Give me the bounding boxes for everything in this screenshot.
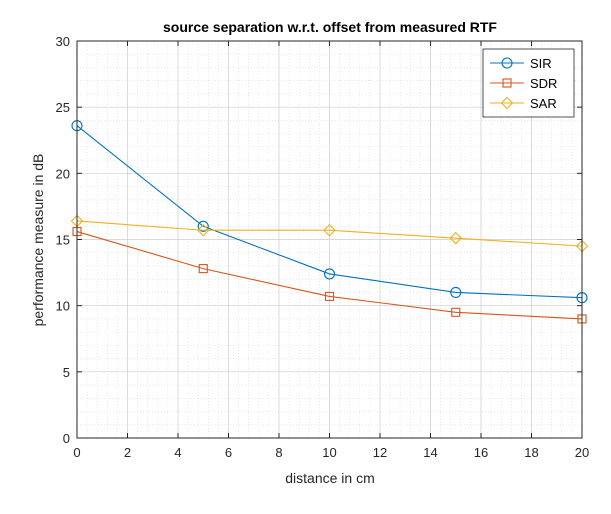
legend-marker-sir <box>501 57 513 69</box>
y-tick-label: 0 <box>63 431 70 446</box>
data-point-sar <box>449 231 463 245</box>
legend: SIR SDR SAR <box>482 48 575 118</box>
x-tick-label: 2 <box>124 445 131 460</box>
y-tick-label: 30 <box>56 34 70 49</box>
data-point-sar <box>323 223 336 237</box>
x-tick-label: 6 <box>225 445 232 460</box>
series-layer <box>70 120 589 324</box>
x-tick-label: 18 <box>524 445 538 460</box>
data-point-sir <box>197 220 209 232</box>
series-line-sir <box>76 125 583 299</box>
chart-title: source separation w.r.t. offset from mea… <box>163 19 497 35</box>
legend-box <box>482 48 575 118</box>
y-axis-label: performance measure in dB <box>30 154 46 327</box>
legend-marker-sdr <box>502 78 512 88</box>
series-line-sdr <box>76 231 583 320</box>
x-tick-label: 8 <box>275 445 282 460</box>
legend-marker-sar <box>500 96 514 110</box>
x-axis-ticks: 0 2 4 6 8 10 12 14 16 18 20 <box>73 41 589 460</box>
legend-label-sar: SAR <box>530 96 557 111</box>
series-sir <box>71 120 588 304</box>
x-tick-label: 0 <box>73 445 80 460</box>
data-point-sdr <box>198 264 208 274</box>
y-tick-label: 25 <box>56 100 70 115</box>
data-point-sdr <box>324 291 335 301</box>
x-tick-label: 12 <box>373 445 387 460</box>
legend-label-sir: SIR <box>530 56 552 71</box>
y-tick-label: 15 <box>56 233 70 248</box>
y-axis-ticks: 0 5 10 15 20 25 30 <box>56 34 582 446</box>
x-axis-label: distance in cm <box>285 470 374 486</box>
x-tick-label: 14 <box>423 445 437 460</box>
data-point-sir <box>323 268 336 280</box>
y-tick-label: 5 <box>63 365 70 380</box>
x-tick-label: 4 <box>174 445 181 460</box>
x-tick-label: 10 <box>322 445 336 460</box>
series-line-sar <box>76 220 583 247</box>
data-point-sir <box>450 286 462 298</box>
x-tick-label: 16 <box>474 445 488 460</box>
y-tick-label: 10 <box>56 299 70 314</box>
y-tick-label: 20 <box>56 166 70 181</box>
x-tick-label: 20 <box>575 445 589 460</box>
data-point-sar <box>196 223 210 237</box>
legend-label-sdr: SDR <box>530 76 557 91</box>
data-point-sdr <box>451 307 461 317</box>
